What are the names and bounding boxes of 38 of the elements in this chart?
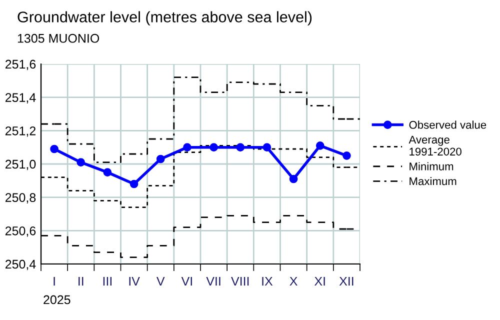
y-tick-label: 250,8 <box>5 193 36 204</box>
point <box>262 143 272 152</box>
x-tick-label: VII <box>206 276 220 286</box>
y-tick-label: 251,0 <box>5 160 36 170</box>
chart-subtitle: 1305 MUONIO <box>18 34 100 43</box>
legend-label: Minimum <box>410 162 454 170</box>
x-tick-label: IV <box>129 276 140 286</box>
point <box>183 143 192 152</box>
x-tick-label: XII <box>339 276 354 286</box>
point <box>316 142 324 150</box>
text: 2025 <box>44 295 70 304</box>
point <box>76 158 86 166</box>
y-tick-label: 251,6 <box>5 60 36 70</box>
y-tick-label: 250,4 <box>5 260 36 270</box>
x-tick-label: V <box>156 276 165 286</box>
x-tick-label: III <box>103 276 112 286</box>
point <box>342 152 351 160</box>
legend-label: Maximum <box>410 177 456 186</box>
chart-title: Groundwater level (metres above sea level) <box>18 11 312 26</box>
legend-label: Average 1991-2020 <box>408 136 462 156</box>
point <box>236 143 245 152</box>
point <box>156 154 165 164</box>
point <box>130 180 138 188</box>
y-tick-label: 251,4 <box>5 93 36 104</box>
x-tick-label: VI <box>181 276 192 286</box>
x-tick-label: VIII <box>231 276 249 286</box>
x-tick-label: X <box>290 276 298 286</box>
y-tick-label: 251,2 <box>5 126 36 137</box>
point <box>289 174 298 184</box>
point <box>210 143 218 152</box>
point <box>103 168 112 176</box>
legend-label: Observed value <box>409 120 486 129</box>
point <box>50 144 58 154</box>
x-tick-label: XI <box>314 276 325 286</box>
x-tick-label: IX <box>262 276 273 286</box>
y-tick-label: 250,6 <box>5 226 36 237</box>
x-tick-label: I <box>54 276 55 286</box>
x-tick-label: II <box>78 276 84 286</box>
